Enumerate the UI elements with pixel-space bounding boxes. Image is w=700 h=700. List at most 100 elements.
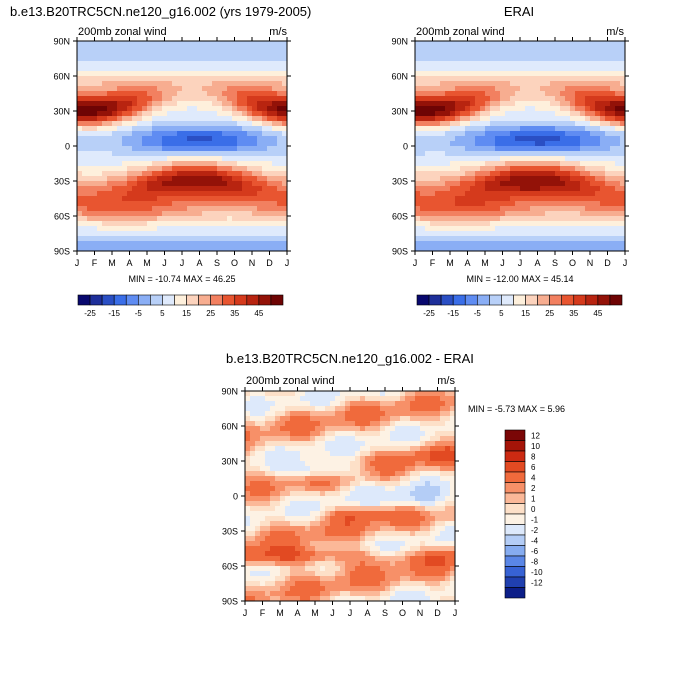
contour-cell <box>450 531 455 537</box>
contour-cell <box>252 86 258 92</box>
contour-cell <box>475 186 481 192</box>
contour-cell <box>282 171 287 177</box>
contour-cell <box>565 206 571 212</box>
contour-cell <box>580 41 586 47</box>
contour-cell <box>157 186 163 192</box>
contour-cell <box>440 486 446 492</box>
contour-cell <box>490 211 496 217</box>
colorbar-label: -5 <box>474 309 482 318</box>
contour-cell <box>590 96 596 102</box>
contour-cell <box>275 401 281 407</box>
contour-cell <box>77 181 83 187</box>
contour-cell <box>445 476 451 482</box>
contour-cell <box>540 96 546 102</box>
contour-cell <box>192 206 198 212</box>
contour-cell <box>142 216 148 222</box>
contour-cell <box>122 111 128 117</box>
contour-cell <box>595 221 601 227</box>
contour-cell <box>555 211 561 217</box>
contour-cell <box>545 231 551 237</box>
contour-cell <box>260 466 266 472</box>
contour-cell <box>560 246 566 251</box>
contour-cell <box>182 111 188 117</box>
contour-cell <box>187 86 193 92</box>
contour-cell <box>600 51 606 57</box>
contour-cell <box>435 496 441 502</box>
contour-cell <box>232 141 238 147</box>
contour-cell <box>390 516 396 522</box>
contour-cell <box>415 391 421 397</box>
contour-cell <box>325 481 331 487</box>
contour-cell <box>490 131 496 137</box>
contour-cell <box>330 411 336 417</box>
contour-cell <box>87 101 93 107</box>
contour-cell <box>550 206 556 212</box>
contour-cell <box>410 456 416 462</box>
contour-cell <box>197 41 203 47</box>
contour-cell <box>320 436 326 442</box>
contour-cell <box>590 186 596 192</box>
panel-difference: b.e13.B20TRC5CN.ne120_g16.002 - ERAI 200… <box>221 351 565 618</box>
contour-cell <box>415 421 421 427</box>
contour-cell <box>385 481 391 487</box>
contour-cell <box>490 171 496 177</box>
contour-cell <box>162 151 168 157</box>
contour-cell <box>335 496 341 502</box>
contour-cell <box>545 136 551 142</box>
contour-cell <box>420 506 426 512</box>
contour-cell <box>565 111 571 117</box>
contour-cell <box>450 96 456 102</box>
contour-cell <box>440 401 446 407</box>
contour-cell <box>620 151 625 157</box>
contour-cell <box>275 526 281 532</box>
contour-cell <box>82 181 88 187</box>
contour-cell <box>217 51 223 57</box>
contour-cell <box>400 476 406 482</box>
contour-cell <box>415 106 421 112</box>
contour-cell <box>440 206 446 212</box>
contour-cell <box>430 51 436 57</box>
contour-cell <box>605 96 611 102</box>
contour-cell <box>107 221 113 227</box>
contour-cell <box>242 106 248 112</box>
contour-cell <box>212 96 218 102</box>
contour-cell <box>305 411 311 417</box>
contour-cell <box>415 451 421 457</box>
contour-cell <box>102 196 108 202</box>
contour-cell <box>255 441 261 447</box>
contour-cell <box>490 101 496 107</box>
contour-cell <box>137 246 143 251</box>
contour-cell <box>605 191 611 197</box>
contour-cell <box>570 171 576 177</box>
contour-cell <box>430 391 436 397</box>
contour-cell <box>595 116 601 122</box>
contour-cell <box>127 206 133 212</box>
contour-cell <box>112 141 118 147</box>
contour-cell <box>82 141 88 147</box>
contour-cell <box>270 426 276 432</box>
contour-cell <box>425 96 431 102</box>
contour-cell <box>182 186 188 192</box>
contour-cell <box>217 211 223 217</box>
contour-cell <box>340 501 346 507</box>
contour-cell <box>555 96 561 102</box>
contour-cell <box>560 226 566 232</box>
contour-cell <box>102 241 108 247</box>
contour-cell <box>245 486 251 492</box>
contour-cell <box>450 91 456 97</box>
contour-cell <box>470 241 476 247</box>
contour-cell <box>277 216 283 222</box>
contour-cell <box>385 421 391 427</box>
contour-cell <box>167 116 173 122</box>
contour-cell <box>575 141 581 147</box>
contour-cell <box>212 166 218 172</box>
contour-cell <box>257 106 263 112</box>
contour-cell <box>525 131 531 137</box>
contour-cell <box>390 401 396 407</box>
contour-cell <box>515 101 521 107</box>
contour-cell <box>112 101 118 107</box>
contour-cell <box>590 46 596 52</box>
contour-cell <box>310 426 316 432</box>
contour-cell <box>550 76 556 82</box>
contour-cell <box>510 111 516 117</box>
